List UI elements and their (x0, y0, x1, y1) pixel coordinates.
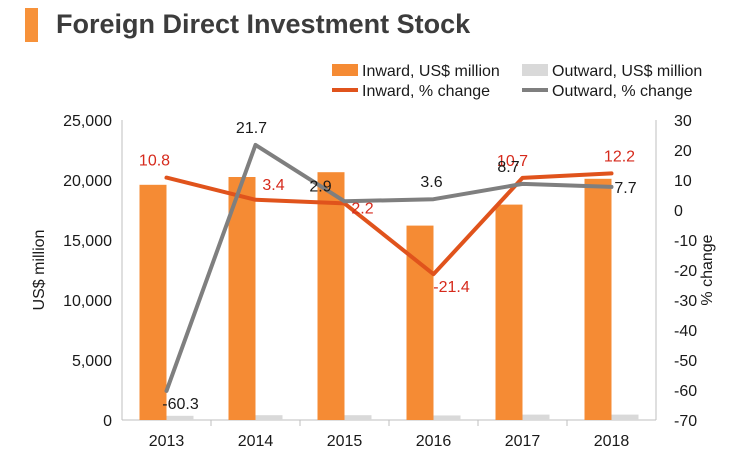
legend-label: Inward, % change (362, 83, 490, 100)
bar-inward-2013 (139, 184, 167, 420)
y-tick-label: 20,000 (63, 173, 112, 190)
inward-change-line (164, 171, 614, 277)
bar-inward-2015 (317, 172, 345, 420)
bar-outward-2015 (344, 415, 372, 420)
x-tick-label: 2013 (149, 433, 185, 450)
x-tick-label: 2015 (327, 433, 363, 450)
data-label: 10.8 (139, 153, 170, 170)
bar-outward-2017 (522, 414, 550, 420)
data-label: 3.4 (262, 177, 284, 194)
data-label: 8.7 (497, 159, 519, 176)
legend-label: Outward, % change (552, 83, 693, 100)
data-label: 21.7 (236, 120, 267, 137)
data-label: -60.3 (162, 396, 199, 413)
y-tick-label: 15,000 (63, 233, 112, 250)
x-tick-label: 2016 (416, 433, 452, 450)
y2-tick-label: -50 (674, 353, 697, 370)
y-tick-label: 25,000 (63, 113, 112, 130)
bar-outward-2013 (166, 415, 194, 420)
y2-tick-label: -60 (674, 383, 697, 400)
page-title: Foreign Direct Investment Stock (56, 9, 471, 39)
bar-inward-2014 (228, 177, 256, 420)
data-label: 12.2 (604, 148, 635, 165)
title-accent-bar (25, 8, 38, 42)
data-label: 3.6 (420, 174, 442, 191)
bar-outward-2018 (611, 414, 639, 420)
y2-tick-label: -40 (674, 323, 697, 340)
bar-outward-2014 (255, 415, 283, 420)
y2-tick-label: 0 (674, 203, 683, 220)
y2-tick-label: -10 (674, 233, 697, 250)
data-label: 2.9 (309, 178, 331, 195)
y-tick-label: 10,000 (63, 293, 112, 310)
y2-tick-label: 10 (674, 173, 692, 190)
y-tick-label: 5,000 (72, 353, 112, 370)
data-label: 7.7 (614, 180, 636, 197)
y2-tick-label: -70 (674, 413, 697, 430)
y2-tick-label: -30 (674, 293, 697, 310)
legend-swatch (522, 64, 548, 76)
bar-inward-2018 (584, 178, 612, 420)
outward-change-line (164, 142, 614, 393)
y2-tick-label: -20 (674, 263, 697, 280)
x-tick-label: 2014 (238, 433, 274, 450)
bar-inward-2017 (495, 204, 523, 420)
y2-tick-label: 20 (674, 143, 692, 160)
legend-label: Outward, US$ million (552, 63, 702, 80)
x-tick-label: 2017 (505, 433, 541, 450)
y-axis-title: US$ million (31, 230, 48, 311)
y2-axis-title: % change (699, 234, 716, 305)
data-label: 2.2 (351, 200, 373, 217)
y2-tick-label: 30 (674, 113, 692, 130)
legend-label: Inward, US$ million (362, 63, 500, 80)
x-tick-label: 2018 (594, 433, 630, 450)
data-label: 10.7 (497, 153, 528, 170)
y-tick-label: 0 (103, 413, 112, 430)
bar-outward-2016 (433, 415, 461, 420)
data-label: -21.4 (433, 279, 470, 296)
legend-swatch (332, 64, 358, 76)
